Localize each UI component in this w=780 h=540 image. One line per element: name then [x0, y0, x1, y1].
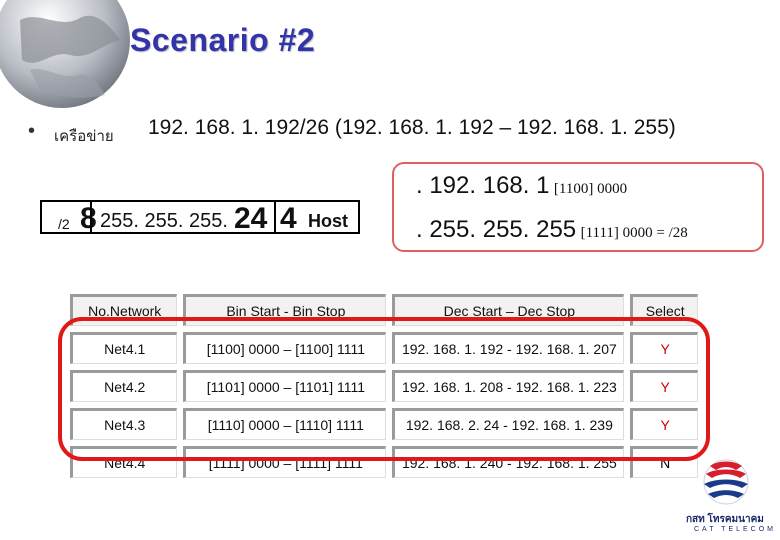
bullet-label: เครือข่าย [54, 128, 114, 145]
network-cell: Net4.2 [70, 370, 178, 402]
dec-range-cell: 192. 168. 2. 24 - 192. 168. 1. 239 [392, 408, 625, 440]
logo-name: กสท โทรคมนาคม [686, 514, 764, 525]
cat-telecom-logo-icon [703, 459, 749, 505]
logo-subtitle: CAT TELECOM [694, 526, 777, 533]
select-cell: Y [630, 370, 698, 402]
select-cell: Y [630, 408, 698, 440]
network-cell: Net4.3 [70, 408, 178, 440]
slide-title: Scenario #2 [130, 22, 316, 58]
table-row: Net4.3 [1110] 0000 – [1110] 1111 192. 16… [70, 408, 698, 440]
callout-address-bin: [1100] 0000 [553, 181, 628, 197]
mask-callout [392, 162, 764, 252]
subnet-mask-box: /2 8 255. 255. 255. 24 4 Host [40, 200, 360, 234]
mask-eight: 8 [80, 202, 97, 234]
dec-range-cell: 192. 168. 1. 208 - 192. 168. 1. 223 [392, 370, 625, 402]
network-cell: Net4.4 [70, 446, 178, 478]
mask-host-bits: 4 [280, 202, 297, 234]
bullet-row: • เครือข่าย 192. 168. 1. 192/26 (192. 16… [28, 116, 768, 150]
table-row: Net4.1 [1100] 0000 – [1100] 1111 192. 16… [70, 332, 698, 364]
selection-highlight [58, 317, 710, 461]
bin-range-cell: [1101] 0000 – [1101] 1111 [183, 370, 387, 402]
table-row: Net4.2 [1101] 0000 – [1101] 1111 192. 16… [70, 370, 698, 402]
bin-range-cell: [1100] 0000 – [1100] 1111 [183, 332, 387, 364]
select-cell: Y [630, 332, 698, 364]
mask-divider [274, 202, 276, 232]
callout-mask-bin: [1111] 0000 = /28 [580, 225, 688, 241]
mask-net-bits: 24 [234, 202, 268, 234]
mask-prefix: /2 [58, 216, 70, 232]
callout-address: . 192. 168. 1 [416, 172, 550, 199]
callout-line-mask: . 255. 255. 255 [1111] 0000 = /28 [416, 216, 688, 244]
mask-octets: 255. 255. 255. [100, 210, 228, 232]
globe-icon [0, 0, 130, 108]
mask-divider [90, 202, 92, 232]
network-cell: Net4.1 [70, 332, 178, 364]
bin-range-cell: [1110] 0000 – [1110] 1111 [183, 408, 387, 440]
network-range: 192. 168. 1. 192/26 (192. 168. 1. 192 – … [148, 116, 676, 139]
callout-mask: . 255. 255. 255 [416, 216, 577, 243]
mask-host-label: Host [308, 211, 348, 231]
callout-line-address: . 192. 168. 1 [1100] 0000 [416, 172, 627, 200]
dec-range-cell: 192. 168. 1. 192 - 192. 168. 1. 207 [392, 332, 625, 364]
bullet-dot: • [28, 120, 36, 142]
